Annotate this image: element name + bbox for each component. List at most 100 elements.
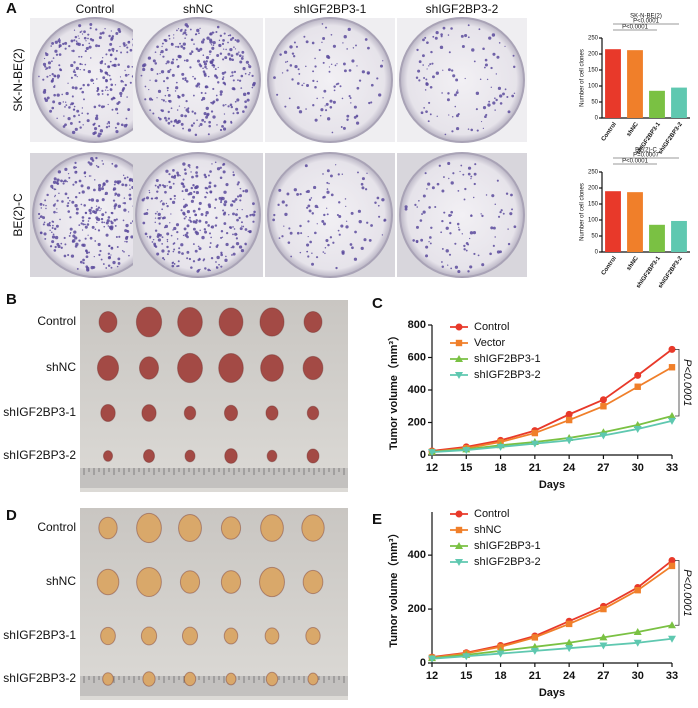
colony: [111, 35, 115, 38]
tumor: [142, 671, 156, 687]
colony: [69, 199, 71, 202]
colony: [218, 196, 222, 200]
colony: [105, 79, 108, 83]
colony: [330, 63, 333, 66]
colony: [37, 212, 41, 216]
colony: [194, 230, 198, 234]
colony: [169, 68, 172, 71]
y-tick-label: 50: [591, 234, 598, 240]
colony: [194, 33, 197, 36]
colony: [98, 125, 101, 128]
colony: [383, 218, 387, 222]
colony: [97, 242, 101, 247]
colony: [289, 231, 293, 235]
colony: [341, 250, 345, 254]
colonies: [415, 24, 516, 136]
colony: [188, 219, 190, 221]
colony: [329, 99, 333, 103]
colony: [67, 254, 70, 257]
legend-marker: [455, 510, 463, 518]
colony: [156, 45, 159, 49]
colony: [231, 200, 234, 203]
colony: [88, 45, 92, 49]
colony: [65, 91, 69, 96]
colony: [152, 59, 156, 63]
colony: [418, 60, 422, 64]
colony: [115, 235, 118, 238]
colony: [333, 89, 336, 92]
colony: [225, 255, 227, 258]
colony: [106, 123, 109, 125]
colony: [103, 221, 106, 224]
colony: [482, 127, 485, 130]
colony: [113, 207, 116, 210]
colony: [94, 228, 97, 231]
colony: [177, 251, 181, 254]
colony: [221, 236, 224, 238]
bar: [671, 220, 687, 252]
colony: [425, 245, 429, 249]
colony: [224, 83, 227, 86]
colony: [231, 245, 235, 249]
colony: [209, 191, 213, 194]
colony: [287, 241, 291, 244]
colony: [370, 83, 374, 87]
colony: [363, 238, 367, 242]
colony: [213, 184, 217, 188]
colony: [121, 88, 125, 91]
colony: [51, 220, 54, 223]
colony: [436, 182, 440, 186]
tumor: [178, 514, 202, 542]
colony: [70, 254, 75, 258]
colony: [229, 226, 233, 229]
colony: [157, 89, 162, 94]
colony: [159, 201, 162, 203]
colony: [39, 215, 43, 218]
tumor: [184, 449, 196, 463]
colony: [321, 41, 323, 44]
colony: [221, 42, 225, 45]
colony: [202, 259, 205, 262]
colony: [293, 188, 297, 192]
colony: [142, 221, 146, 225]
colony: [205, 210, 209, 215]
y-tick-label: 200: [408, 416, 426, 428]
colony: [84, 175, 87, 178]
colony: [111, 247, 113, 249]
colony: [74, 161, 77, 165]
colony: [46, 75, 49, 78]
colony: [448, 51, 451, 54]
colony: [231, 58, 234, 62]
colony: [203, 120, 206, 123]
colony: [324, 246, 327, 249]
colony: [84, 223, 86, 226]
point: [565, 645, 574, 653]
legend-label: shIGF2BP3-1: [474, 353, 541, 365]
colony: [194, 213, 198, 217]
colony: [85, 255, 89, 259]
colony: [235, 52, 239, 56]
colony: [222, 127, 227, 131]
colony: [232, 252, 236, 256]
point: [497, 643, 504, 651]
colony: [156, 252, 160, 256]
colony: [296, 106, 300, 110]
legend-label: Vector: [474, 337, 506, 349]
tumor: [183, 671, 197, 687]
colony: [207, 224, 210, 227]
colony: [58, 53, 62, 56]
colony: [381, 198, 385, 202]
colony: [504, 45, 506, 47]
colony: [104, 63, 107, 65]
colony: [180, 243, 184, 247]
colony: [312, 104, 315, 107]
colony: [74, 203, 78, 208]
point: [634, 586, 641, 594]
colony: [114, 224, 117, 227]
colony: [97, 206, 101, 209]
x-tick-label: 21: [529, 670, 541, 682]
colony: [173, 248, 176, 251]
colony: [107, 256, 111, 260]
colony: [53, 85, 56, 89]
colony: [96, 221, 98, 224]
